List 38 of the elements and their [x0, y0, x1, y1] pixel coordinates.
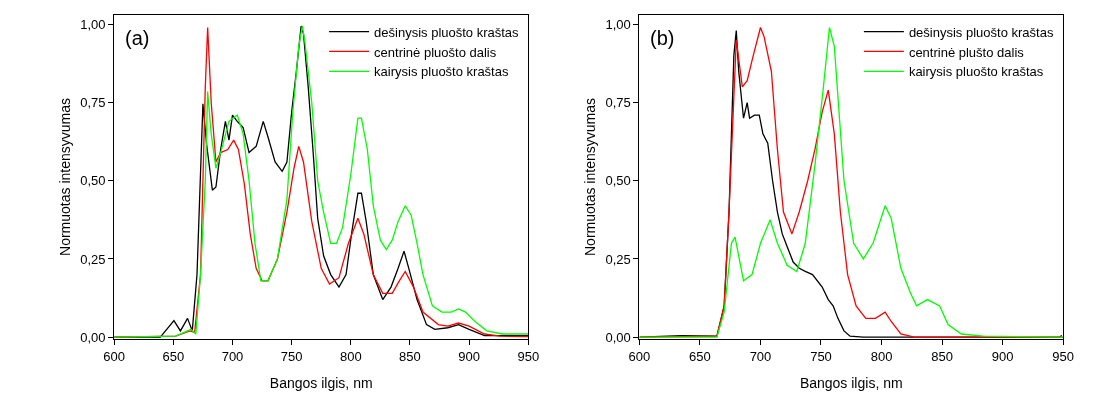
x-tick-label: 950 — [517, 348, 540, 364]
y-axis-title: Normuotas intensyvumas — [582, 98, 599, 256]
x-tick-label: 900 — [458, 348, 480, 364]
y-axis-title: Normuotas intensyvumas — [56, 98, 73, 256]
annotation: (b) — [650, 27, 675, 49]
y-tick-label: 0,50 — [605, 173, 631, 189]
legend-label: centrinė pluošto dalis — [374, 44, 497, 60]
legend-label: kairysis pluošto kraštas — [908, 64, 1044, 80]
y-tick-label: 0,00 — [605, 329, 631, 345]
x-tick-label: 850 — [399, 348, 421, 364]
x-axis-title: Bangos ilgis, nm — [799, 374, 903, 391]
x-tick-label: 800 — [870, 348, 893, 364]
y-tick-label: 1,00 — [605, 16, 631, 32]
legend-label: centrinė plušto dalis — [908, 44, 1025, 60]
x-tick-label: 600 — [103, 348, 126, 364]
x-tick-label: 900 — [991, 348, 1014, 364]
legend-label: kairysis pluošto kraštas — [374, 64, 509, 80]
x-tick-label: 700 — [221, 348, 244, 364]
x-tick-label: 950 — [1052, 348, 1074, 364]
y-tick-label: 0,00 — [80, 329, 106, 345]
y-tick-label: 0,75 — [80, 95, 106, 111]
y-tick-label: 1,00 — [80, 16, 106, 32]
x-axis-title: Bangos ilgis, nm — [269, 374, 373, 391]
x-tick-label: 650 — [689, 348, 711, 364]
annotation: (a) — [125, 27, 150, 49]
x-tick-label: 700 — [749, 348, 772, 364]
y-tick-label: 0,75 — [605, 95, 631, 111]
x-tick-label: 750 — [810, 348, 832, 364]
x-tick-label: 750 — [280, 348, 303, 364]
y-tick-label: 0,25 — [80, 251, 106, 267]
x-tick-label: 600 — [628, 348, 651, 364]
x-tick-label: 850 — [931, 348, 953, 364]
y-tick-label: 0,50 — [80, 173, 106, 189]
legend-label: dešinysis pluošto kraštas — [374, 24, 520, 40]
x-tick-label: 650 — [162, 348, 185, 364]
y-tick-label: 0,25 — [605, 251, 631, 267]
x-tick-label: 800 — [339, 348, 362, 364]
legend-label: dešinysis pluošto kraštas — [908, 24, 1054, 40]
